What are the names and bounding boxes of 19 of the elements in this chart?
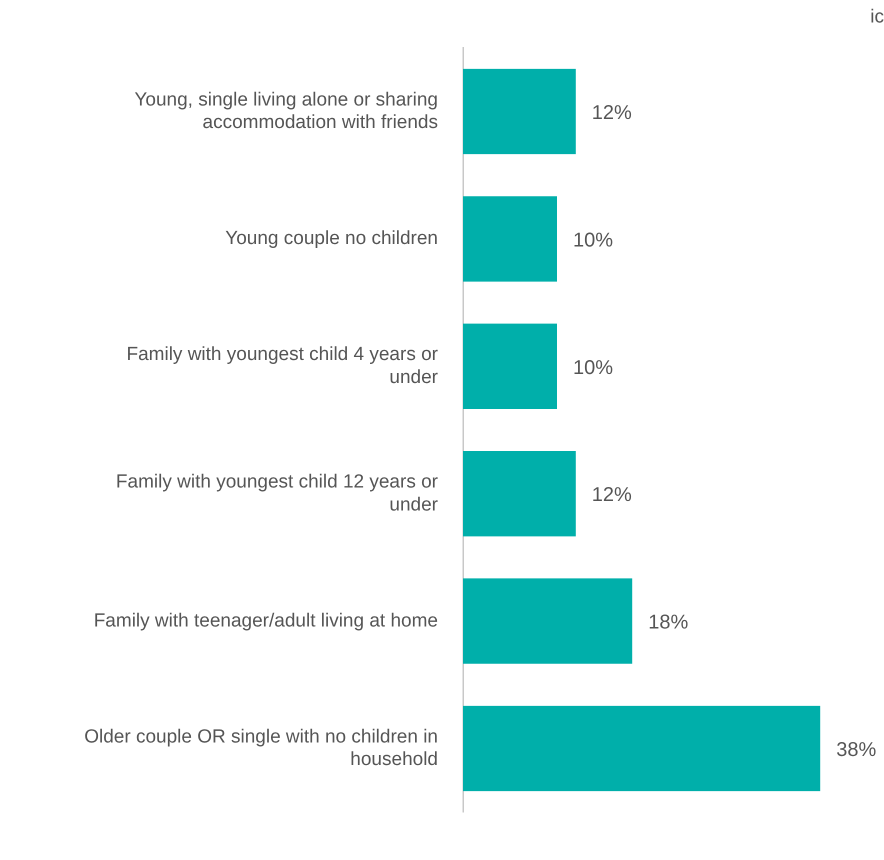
bar bbox=[463, 578, 632, 664]
data-label: 10% bbox=[573, 356, 614, 379]
y-tick-label: Young, single living alone or sharing accommodation with friends bbox=[134, 89, 438, 134]
bar bbox=[463, 196, 557, 282]
bar bbox=[463, 68, 576, 154]
data-label: 18% bbox=[648, 612, 688, 634]
data-label: 12% bbox=[592, 484, 632, 506]
bar bbox=[463, 451, 576, 536]
data-label: 10% bbox=[573, 229, 614, 252]
bar bbox=[463, 706, 820, 792]
y-tick-label: Family with youngest child 4 years or under bbox=[126, 344, 439, 388]
text: ic bbox=[870, 6, 884, 28]
y-tick-label: Family with youngest child 12 years or under bbox=[116, 472, 439, 516]
y-tick-label: Older couple OR single with no children in household bbox=[84, 726, 438, 770]
data-label: 12% bbox=[592, 102, 632, 124]
data-label: 38% bbox=[836, 739, 876, 762]
bar bbox=[463, 324, 557, 409]
y-tick-label: Young couple no children bbox=[225, 228, 438, 250]
y-tick-label: Family with teenager/adult living at home bbox=[94, 610, 438, 632]
